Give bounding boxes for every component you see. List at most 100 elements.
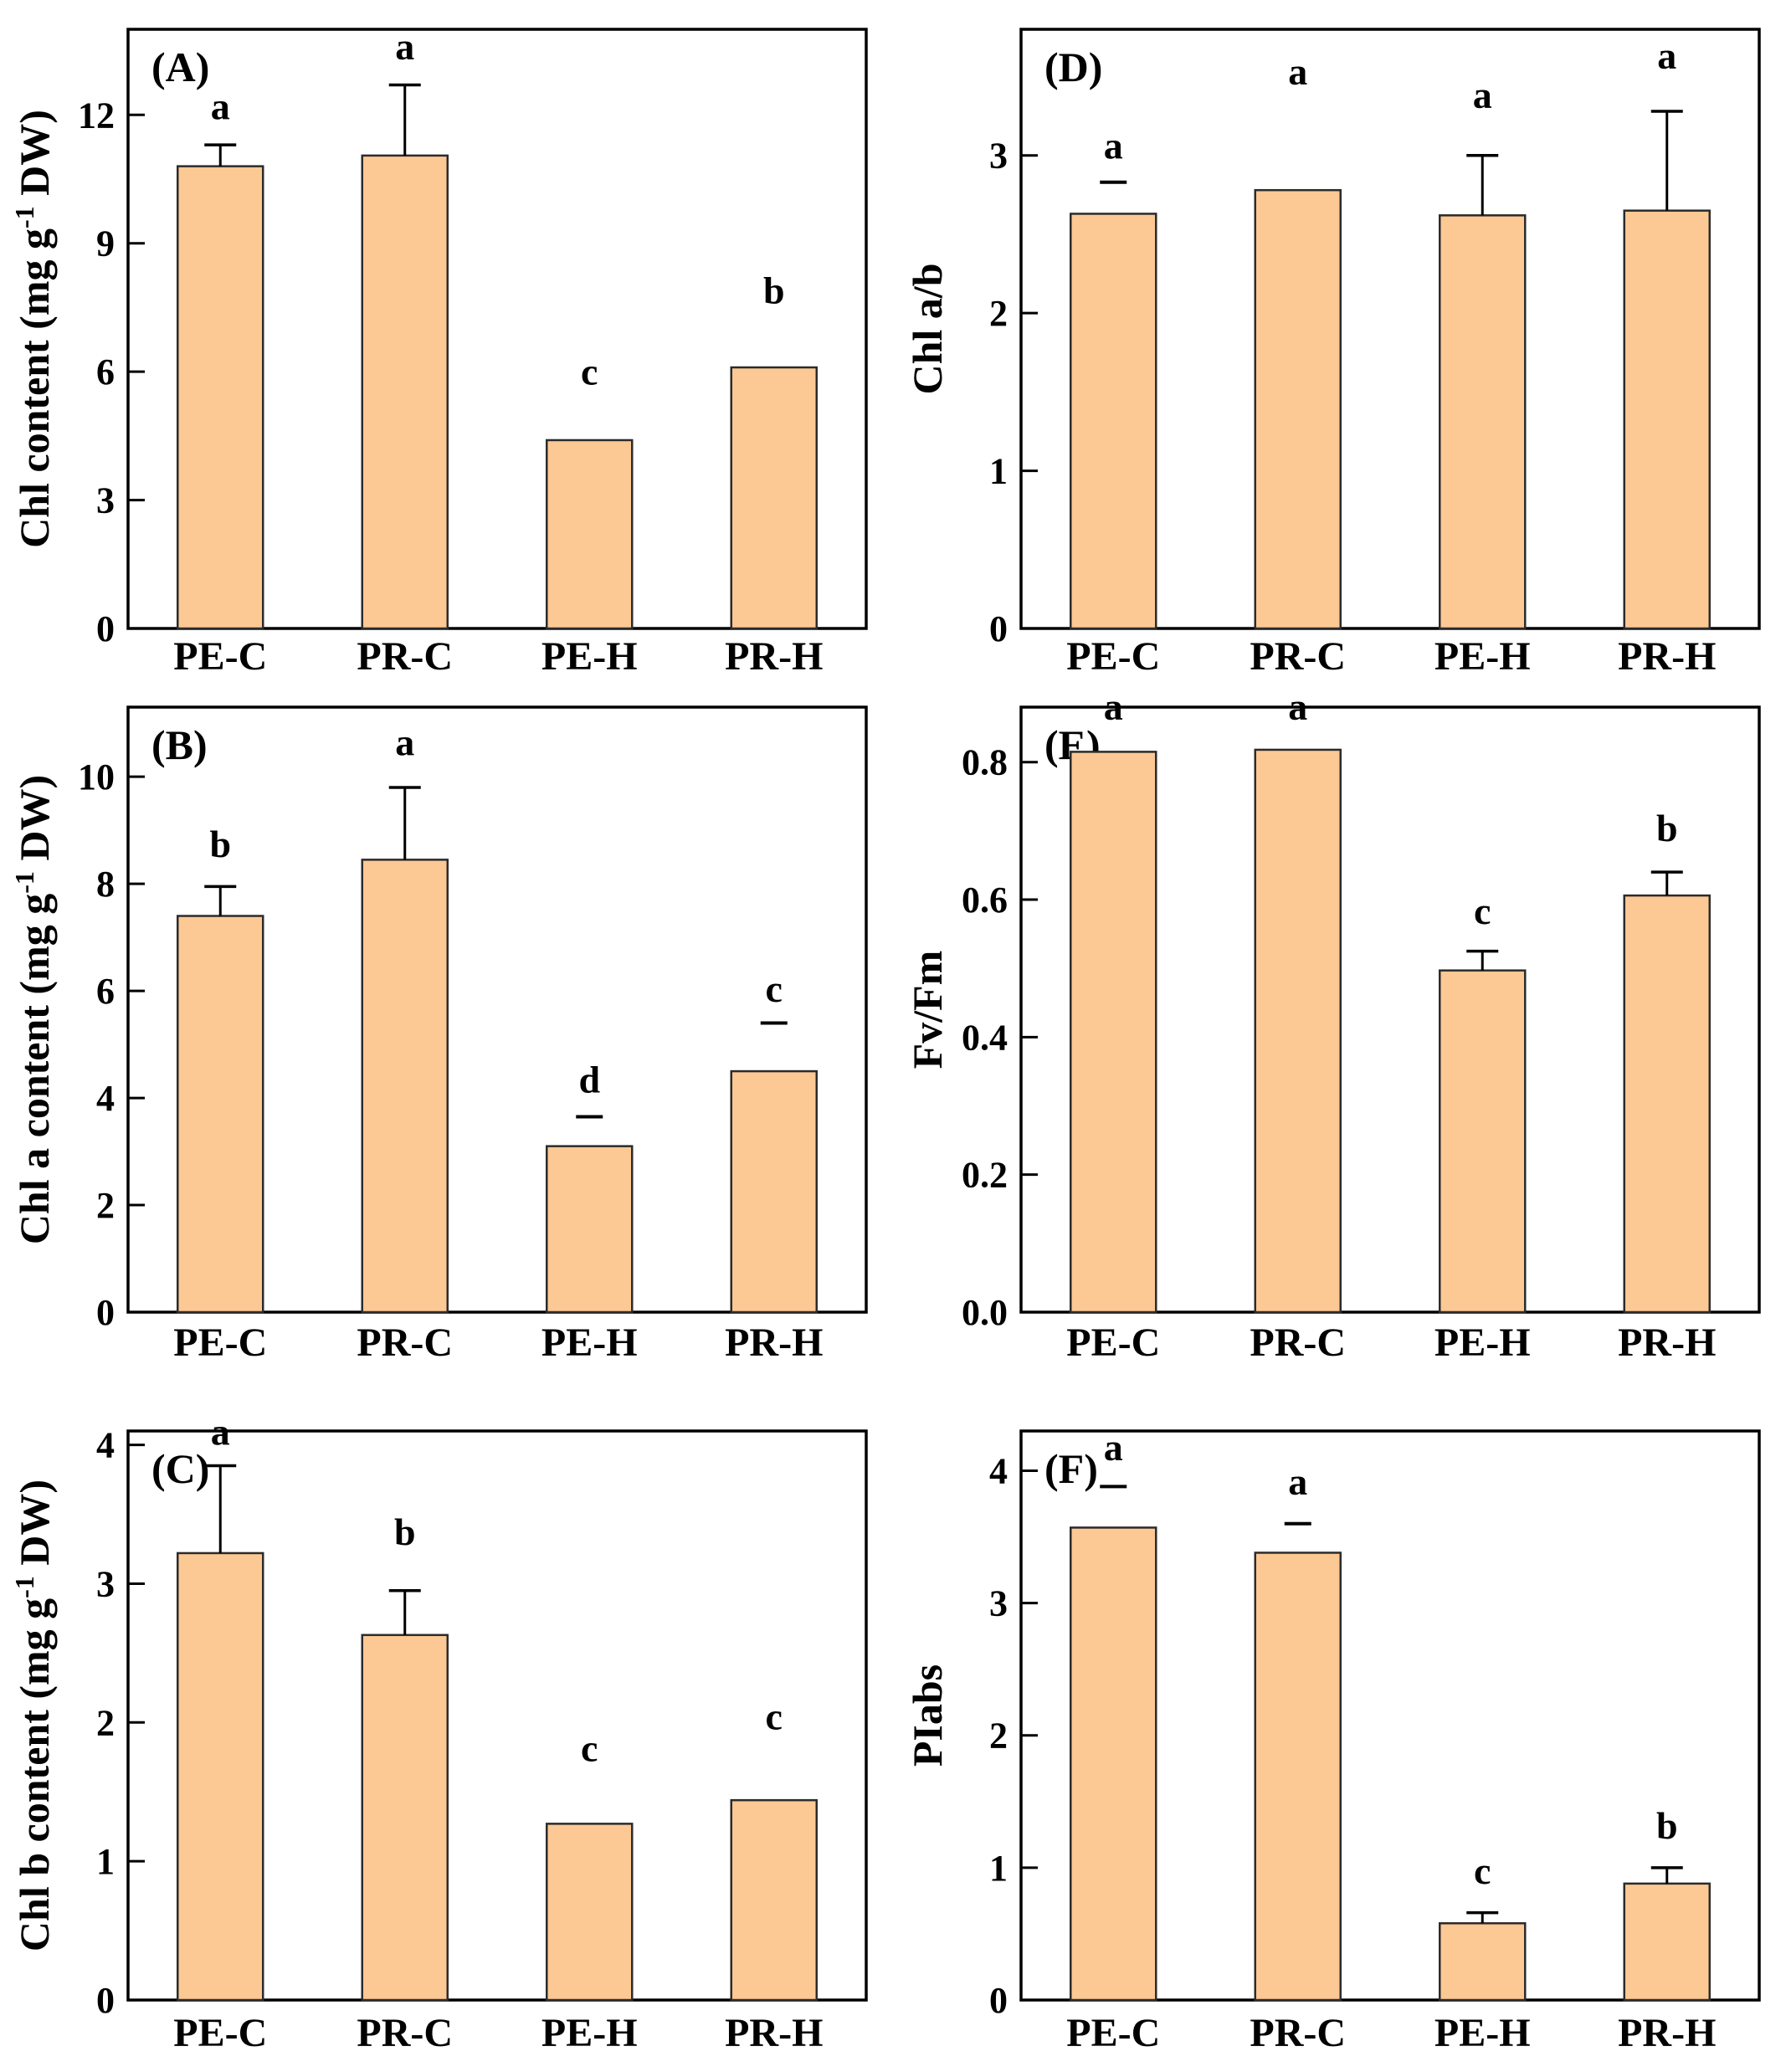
bar-pr-c: [1254, 188, 1342, 630]
y-tick-label: 0.2: [962, 1155, 1008, 1196]
y-tick-label: 0: [989, 608, 1008, 649]
bar-pe-h: [546, 439, 634, 630]
significance-letter: a: [211, 1411, 230, 1454]
bar-pr-c: [361, 859, 449, 1314]
significance-letter: a: [1288, 1460, 1307, 1503]
category-label: PR-C: [357, 1321, 453, 1365]
category-label: PR-H: [725, 1321, 823, 1365]
significance-letter: b: [1656, 807, 1678, 849]
category-label: PR-H: [725, 2011, 823, 2055]
y-tick-label: 10: [78, 756, 115, 798]
category-label: PR-H: [1618, 1321, 1716, 1365]
significance-letter: b: [763, 269, 785, 311]
bar-pr-h: [1623, 209, 1711, 630]
y-axis-label: PIabs: [904, 1664, 951, 1767]
y-axis-label: Fv/Fm: [904, 951, 951, 1069]
panel-B-plot-box: [126, 705, 868, 1314]
panel-F-cell: 0 1 2 3 4 PIabs (F) a PE-C a PR-C c PE-H b PR-H: [893, 1381, 1786, 2068]
panel-C-cell: 0 1 2 3 4 Chl b content (mg g-1 DW) (C) a PE-C b P…: [0, 1381, 893, 2068]
category-label: PE-H: [541, 1321, 638, 1365]
panel-E-plot-box: [1019, 705, 1761, 1314]
category-label: PR-C: [1250, 634, 1346, 679]
bar-pe-h: [1439, 214, 1527, 630]
bar-pr-c: [1254, 748, 1342, 1314]
bar-pr-c: [361, 1633, 449, 2002]
panel-C-plot-box: [126, 1429, 868, 2002]
y-tick-label: 6: [96, 971, 115, 1012]
significance-letter: a: [1657, 34, 1676, 77]
category-label: PE-C: [173, 1321, 267, 1365]
y-tick-label: 6: [96, 351, 115, 392]
category-label: PR-H: [1618, 2011, 1716, 2055]
y-tick-label: 3: [989, 136, 1008, 177]
bar-pr-h: [730, 1069, 818, 1314]
y-tick-label: 0.0: [962, 1292, 1008, 1333]
significance-letter: a: [395, 721, 414, 764]
category-label: PE-H: [541, 634, 638, 679]
category-label: PR-C: [1250, 1321, 1346, 1365]
bar-pr-h: [730, 1798, 818, 2002]
y-tick-label: 0: [96, 1980, 115, 2021]
y-tick-label: 12: [78, 95, 115, 136]
significance-letter: c: [1474, 1849, 1491, 1892]
y-tick-label: 0: [989, 1980, 1008, 2021]
y-tick-label: 0: [96, 608, 115, 649]
y-tick-label: 2: [989, 293, 1008, 334]
significance-letter: b: [394, 1510, 416, 1553]
y-axis-label: Chl a content (mg g-1 DW): [9, 775, 58, 1244]
significance-letter: c: [766, 1695, 783, 1738]
y-tick-label: 2: [96, 1185, 115, 1226]
bar-pe-c: [1070, 751, 1157, 1314]
significance-letter: c: [581, 350, 598, 392]
significance-letter: a: [211, 85, 230, 127]
bar-pr-h: [1623, 894, 1711, 1314]
category-label: PE-H: [1434, 1321, 1531, 1365]
significance-letter: a: [1104, 686, 1123, 728]
panel-D-cell: 0 1 2 3 Chl a/b (D) a PE-C a PR-C a PE-H a PR-H: [893, 0, 1786, 686]
bar-pr-h: [730, 366, 818, 630]
y-tick-label: 2: [989, 1716, 1008, 1757]
panel-A-plot-box: [126, 28, 868, 630]
bar-pr-h: [1623, 1882, 1711, 2002]
panel-A-cell: 0 3 6 9 12 Chl content (mg g-1 DW) (A) a PE-C a PR…: [0, 0, 893, 686]
y-tick-label: 1: [96, 1841, 115, 1882]
significance-letter: d: [578, 1059, 600, 1101]
y-tick-label: 2: [96, 1702, 115, 1743]
panel-D-plot-box: [1019, 28, 1761, 630]
significance-letter: c: [581, 1727, 598, 1770]
y-tick-label: 1: [989, 1848, 1008, 1889]
y-axis-label: Chl b content (mg g-1 DW): [9, 1480, 58, 1951]
category-label: PR-C: [357, 2011, 453, 2055]
bar-pe-c: [177, 915, 264, 1314]
significance-letter: b: [1656, 1804, 1678, 1847]
panel-B-cell: 0 2 4 6 8 10 Chl a content (mg g-1 DW) (B) b PE-C…: [0, 686, 893, 1381]
category-label: PE-C: [173, 634, 267, 679]
category-label: PE-H: [541, 2011, 638, 2055]
y-tick-label: 1: [989, 451, 1008, 492]
significance-letter: a: [1288, 50, 1307, 93]
y-tick-label: 0.8: [962, 742, 1008, 783]
significance-letter: a: [1104, 1426, 1123, 1469]
category-label: PE-H: [1434, 634, 1531, 679]
y-tick-label: 9: [96, 223, 115, 264]
significance-letter: c: [766, 967, 783, 1010]
panel-label: (A): [151, 44, 209, 90]
y-tick-label: 3: [989, 1583, 1008, 1624]
panel-label: (B): [151, 721, 208, 768]
y-tick-label: 4: [96, 1425, 115, 1466]
bar-pe-h: [546, 1823, 634, 2002]
bar-pe-h: [546, 1145, 634, 1314]
category-label: PE-H: [1434, 2011, 1531, 2055]
bar-pe-c: [177, 1551, 264, 2002]
y-tick-label: 3: [96, 1563, 115, 1604]
bar-pr-c: [361, 154, 449, 630]
y-tick-label: 8: [96, 864, 115, 905]
panel-label: (D): [1044, 44, 1102, 90]
significance-letter: a: [1288, 686, 1307, 728]
y-tick-label: 0.4: [962, 1017, 1008, 1058]
bar-pe-c: [1070, 213, 1157, 630]
bar-pe-c: [177, 165, 264, 630]
